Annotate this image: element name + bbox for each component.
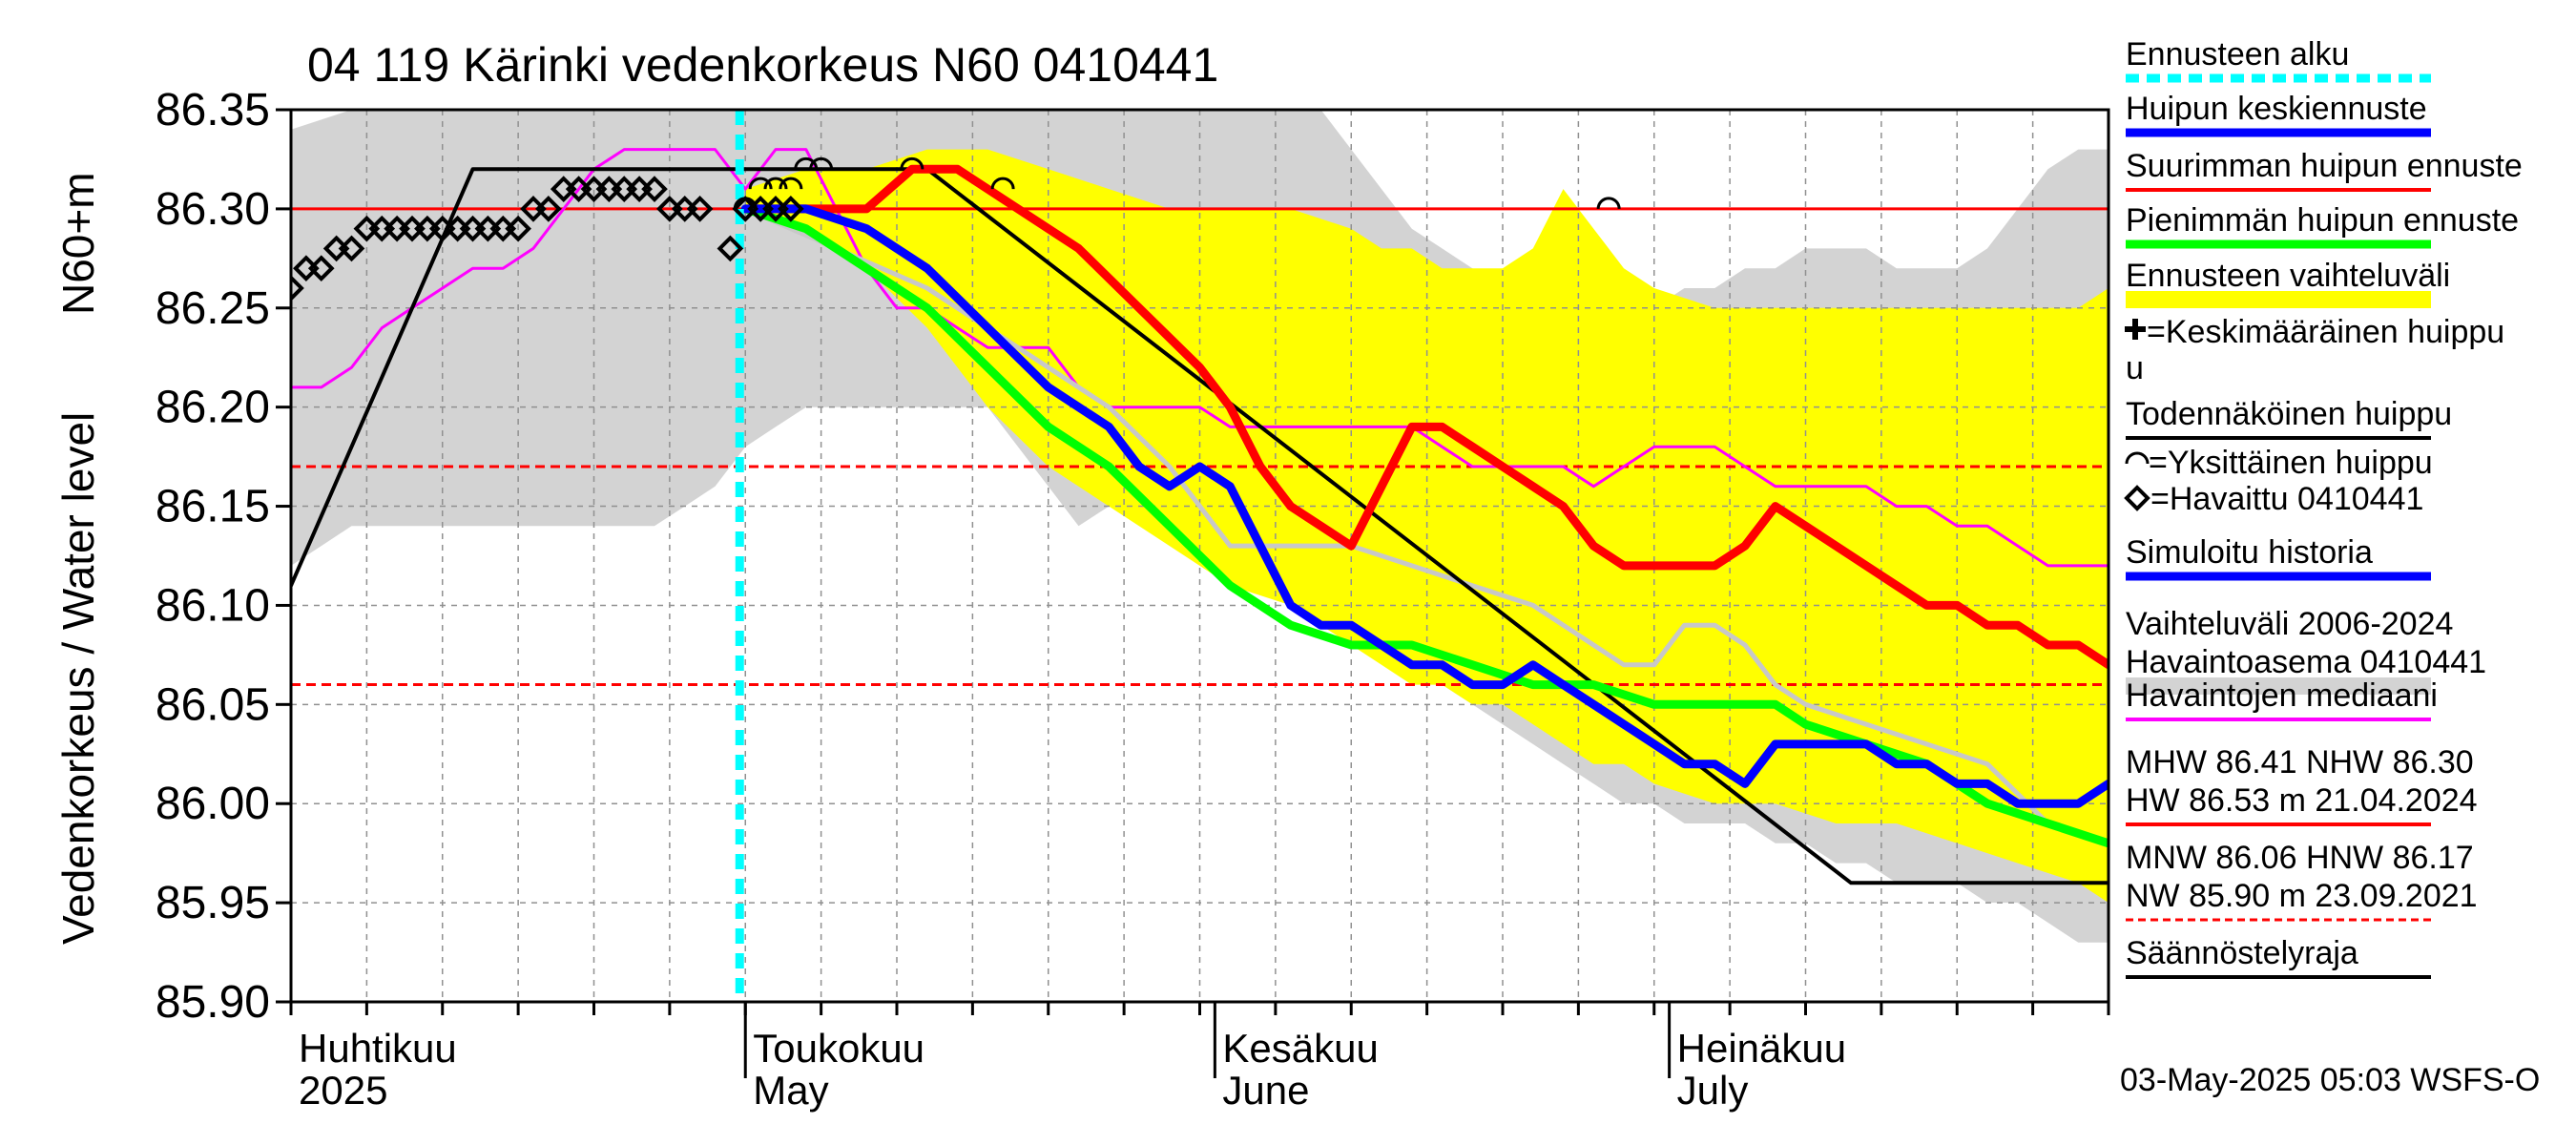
month-label-kesakuu: Kesäkuu <box>1222 1026 1378 1071</box>
y-tick-label: 86.25 <box>156 283 270 334</box>
series-line-huipun-keskiennuste <box>740 204 2109 808</box>
legend-mnw-86-06-hnw-86-17-label-2: NW 85.90 m 23.09.2021 <box>2126 878 2478 914</box>
y-axis-label: Vedenkorkeus / Water level <box>53 412 103 945</box>
legend-keskimaarainen-huippu-icon <box>2125 319 2146 340</box>
legend-saannostelyraja-label: Säännöstelyraja <box>2126 935 2358 971</box>
legend: Ennusteen alku Huipun keskiennuste Suurimm… <box>2124 36 2523 979</box>
month-sublabel-toukokuu: May <box>753 1068 828 1113</box>
month-label-heinakuu: Heinäkuu <box>1677 1026 1846 1071</box>
y-tick-label: 86.20 <box>156 383 270 433</box>
axes: 86.35 86.30 86.25 86.20 86.15 86.10 86.05 86.00… <box>156 85 2110 1113</box>
month-sublabel-huhtikuu: 2025 <box>299 1068 387 1113</box>
legend-mhw-86-41-nhw-86-30-label-2: HW 86.53 m 21.04.2024 <box>2126 782 2478 819</box>
legend-keskimaarainen-huippu-label: =Keskimääräinen huippu <box>2147 314 2504 350</box>
legend-keskimaarainen-huippu-label-wrap: u <box>2126 350 2144 386</box>
series-line-vaihteluvali-median-grey <box>742 206 2109 846</box>
y-axis-unit-label: N60+m <box>53 172 103 315</box>
legend-vaihteluvali-2006-2024-label: Vaihteluväli 2006-2024 <box>2126 606 2453 642</box>
y-tick-label: 86.30 <box>156 184 270 235</box>
y-tick-label: 85.90 <box>156 977 270 1028</box>
legend-pienimman-huipun-ennuste-label: Pienimmän huipun ennuste <box>2126 202 2519 239</box>
month-label-huhtikuu: Huhtikuu <box>299 1026 457 1071</box>
observed-point <box>717 235 744 262</box>
legend-yksittainen-huippu-icon <box>2125 451 2150 465</box>
single-peak-marker <box>900 156 924 170</box>
y-tick-label: 86.35 <box>156 85 270 135</box>
legend-huipun-keskiennuste-label: Huipun keskiennuste <box>2126 91 2427 127</box>
legend-ennusteen-vaihteluvali-label: Ennusteen vaihteluväli <box>2126 258 2450 294</box>
month-label-toukokuu: Toukokuu <box>753 1026 924 1071</box>
chart-title: 04 119 Kärinki vedenkorkeus N60 0410441 <box>307 38 1218 92</box>
legend-mnw-86-06-hnw-86-17-label: MNW 86.06 HNW 86.17 <box>2126 840 2474 876</box>
single-peak-marker <box>1596 197 1621 210</box>
single-peak-marker <box>733 197 758 210</box>
observed-point <box>505 215 531 242</box>
plot-area <box>291 109 2109 1004</box>
observed-point <box>535 196 562 222</box>
legend-todennakoinen-huippu-label: Todennäköinen huippu <box>2126 396 2452 432</box>
y-tick-label: 86.10 <box>156 580 270 631</box>
observed-point <box>338 235 365 262</box>
legend-vaihteluvali-2006-2024-label-2: Havaintoasema 0410441 <box>2126 644 2486 680</box>
legend-simuloitu-historia-label: Simuloitu historia <box>2126 534 2373 571</box>
observed-point <box>686 196 714 222</box>
plot-content <box>291 109 2109 1004</box>
single-peak-marker <box>779 177 803 190</box>
legend-havaittu-0410441-label: =Havaittu 0410441 <box>2150 481 2423 517</box>
series-line-suurimman-huipun-ennuste <box>740 164 2109 670</box>
single-peak-marker <box>794 156 819 170</box>
legend-ennusteen-alku-label: Ennusteen alku <box>2126 36 2349 73</box>
single-peak-marker <box>748 177 773 190</box>
observed-point <box>778 196 804 222</box>
y-tick-label: 86.05 <box>156 679 270 730</box>
legend-suurimman-huipun-ennuste-label: Suurimman huipun ennuste <box>2126 148 2523 184</box>
single-peak-marker <box>809 156 834 170</box>
single-peak-marker <box>763 177 788 190</box>
y-tick-label: 85.95 <box>156 878 270 928</box>
observed-point <box>307 255 335 282</box>
month-sublabel-kesakuu: June <box>1222 1068 1309 1113</box>
y-tick-label: 86.00 <box>156 779 270 829</box>
legend-mhw-86-41-nhw-86-30-label: MHW 86.41 NHW 86.30 <box>2126 744 2474 781</box>
y-tick-label: 86.15 <box>156 482 270 532</box>
legend-yksittainen-huippu-label: =Yksittäinen huippu <box>2149 445 2433 481</box>
legend-havaintojen-mediaani-label: Havaintojen mediaani <box>2126 677 2438 714</box>
observed-point <box>291 275 304 302</box>
single-peak-marker <box>990 177 1015 190</box>
month-sublabel-heinakuu: July <box>1677 1068 1749 1113</box>
observed-point <box>641 176 668 202</box>
legend-havaittu-0410441-icon <box>2124 485 2150 511</box>
footer-timestamp: 03-May-2025 05:03 WSFS-O <box>2120 1062 2540 1098</box>
